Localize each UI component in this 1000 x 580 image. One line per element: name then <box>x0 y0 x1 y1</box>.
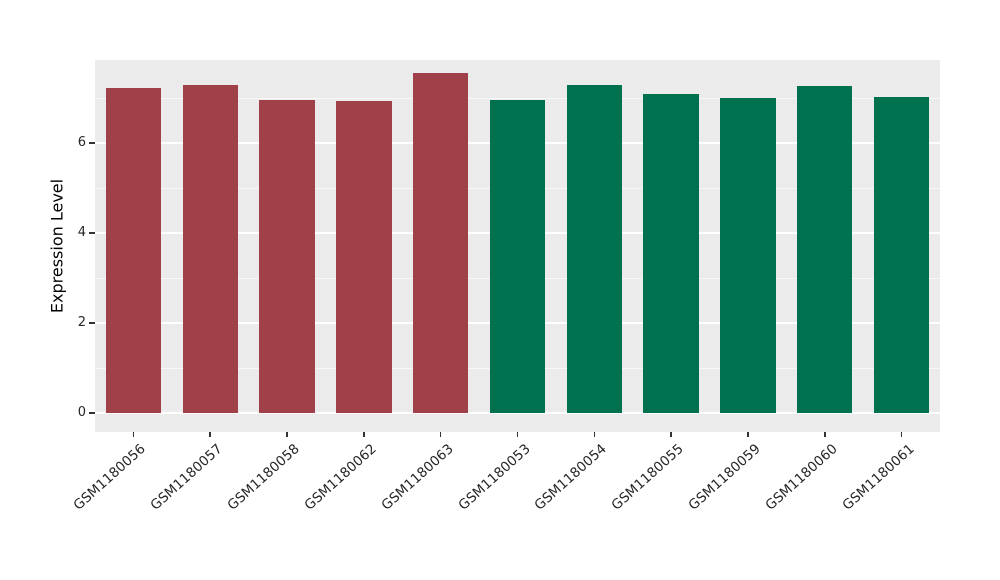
x-tick-mark <box>132 432 135 437</box>
bar <box>873 97 930 414</box>
gridline-minor <box>95 97 940 99</box>
y-axis-title: Expression Level <box>47 178 67 314</box>
x-tick-mark <box>209 432 211 437</box>
y-tick-label: 0 <box>77 405 86 421</box>
bar <box>182 85 238 414</box>
y-tick-mark <box>89 232 95 234</box>
x-tick-mark <box>747 432 749 437</box>
x-tick-mark <box>824 432 826 437</box>
bar <box>105 88 162 414</box>
x-tick-mark <box>363 432 365 437</box>
y-tick-label: 4 <box>77 225 86 241</box>
y-tick-label: 2 <box>77 315 86 331</box>
bar <box>643 94 699 414</box>
y-tick-mark <box>89 142 95 144</box>
bar <box>489 100 546 414</box>
x-tick-mark <box>670 432 672 437</box>
y-tick-mark <box>89 322 95 324</box>
x-tick-mark <box>286 432 288 437</box>
bar <box>566 85 622 414</box>
x-tick-mark <box>593 432 596 437</box>
x-tick-mark <box>439 432 442 437</box>
y-tick-label: 6 <box>77 135 86 151</box>
bar <box>259 100 315 414</box>
bar <box>413 73 469 414</box>
x-tick-mark <box>900 432 903 437</box>
gridline-major <box>95 412 940 414</box>
bar <box>336 101 392 414</box>
bar <box>720 98 776 414</box>
y-tick-mark <box>89 412 95 414</box>
bar <box>797 86 853 414</box>
x-tick-mark <box>516 432 519 437</box>
